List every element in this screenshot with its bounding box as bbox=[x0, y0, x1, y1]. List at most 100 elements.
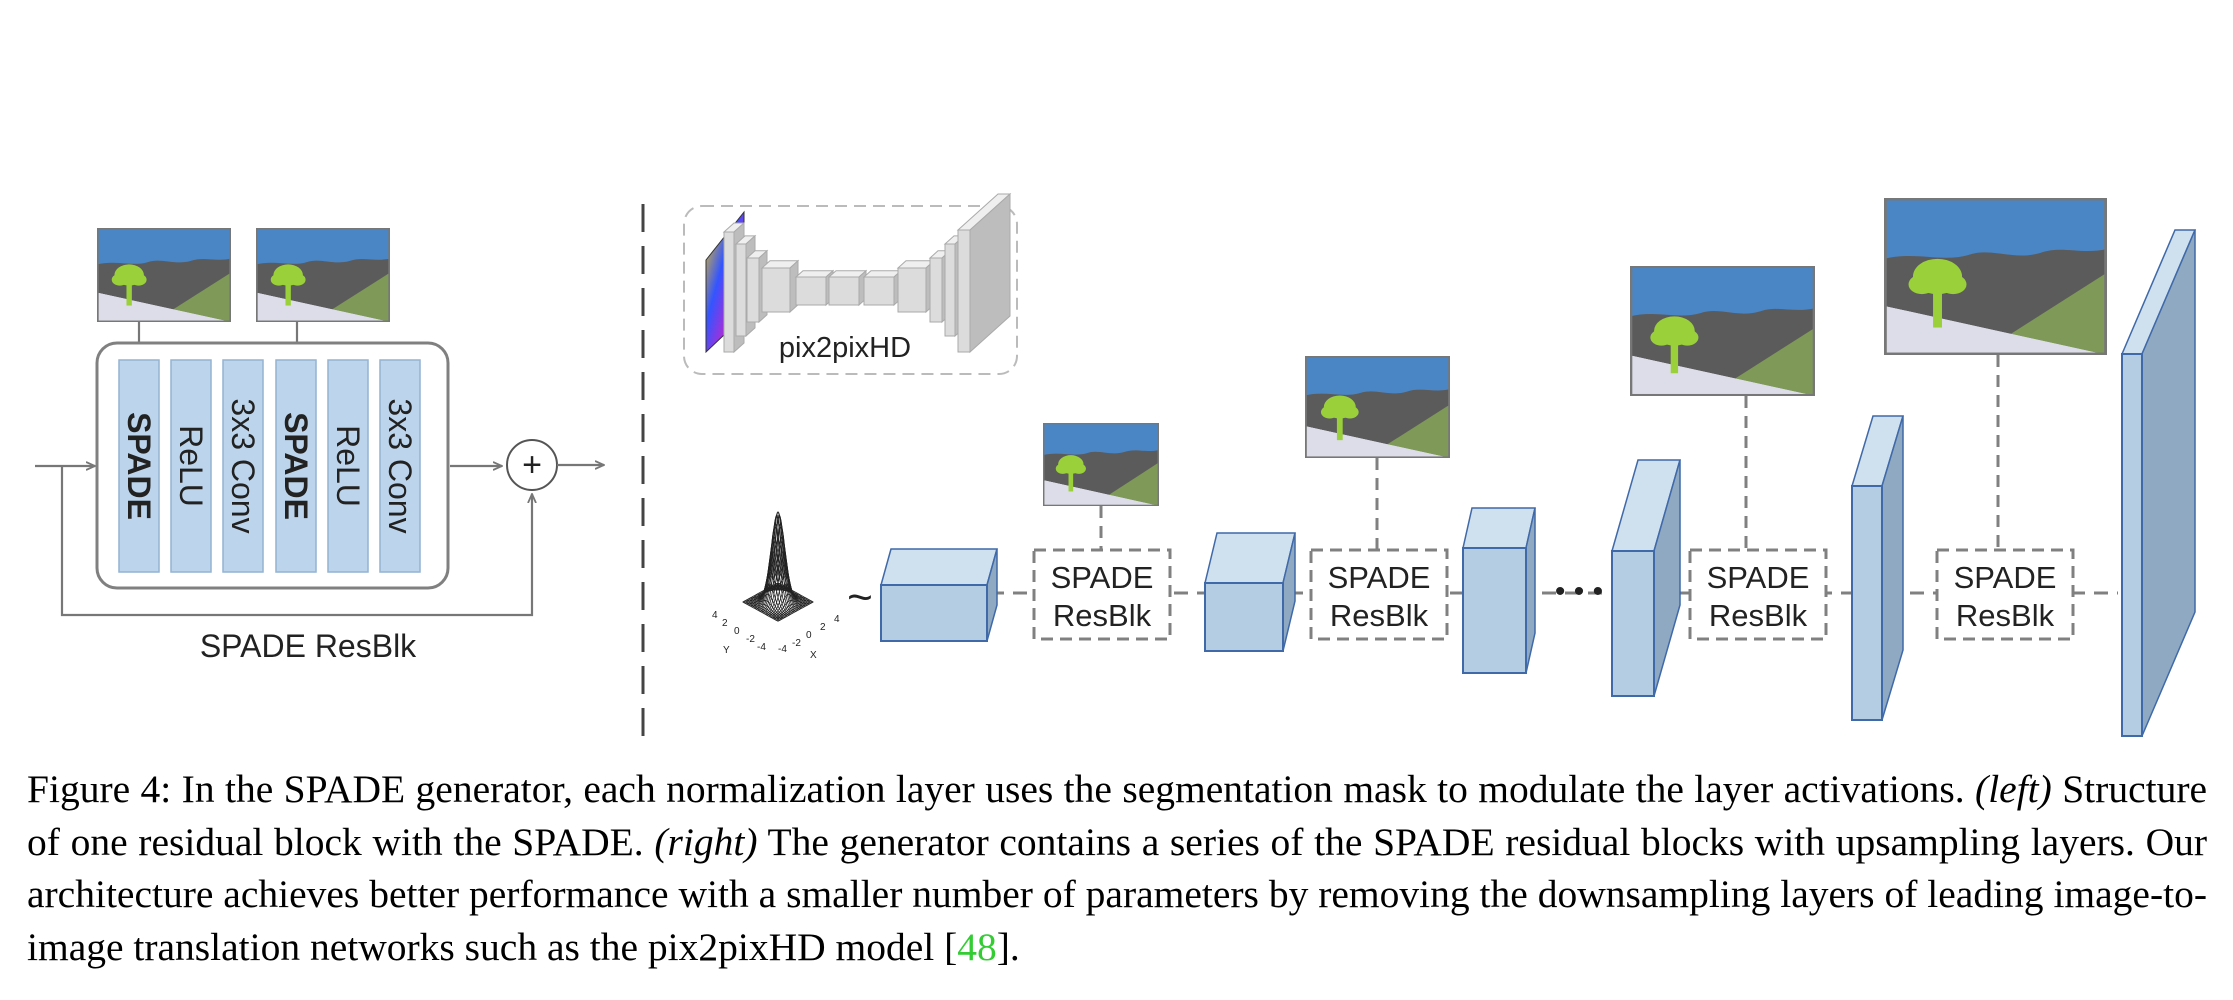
gaussian-mesh-line bbox=[772, 598, 809, 619]
resblk-layer bbox=[118, 359, 160, 573]
spade-resblk-box bbox=[1688, 548, 1828, 641]
caption-text-1: In the SPADE generator, each normalizati… bbox=[181, 767, 1965, 811]
noise-sampling-tilde: ~ bbox=[847, 573, 873, 622]
ellipsis: • • • bbox=[1555, 575, 1603, 608]
gaussian-mesh-line bbox=[745, 600, 781, 621]
feature-map-box bbox=[1851, 485, 1883, 721]
figure-caption: Figure 4: In the SPADE generator, each n… bbox=[27, 763, 2207, 973]
resblk-label: SPADE ResBlk bbox=[200, 628, 417, 664]
sum-symbol: + bbox=[522, 446, 542, 484]
noise-axis-label: 0 bbox=[806, 630, 812, 641]
gaussian-mesh-line bbox=[776, 600, 813, 621]
pix2pixhd-layer bbox=[828, 276, 860, 306]
resblk-layer bbox=[379, 359, 421, 573]
resblk-layer-label: 3x3 Conv bbox=[382, 398, 418, 533]
feature-map-box-top bbox=[880, 548, 998, 586]
gaussian-mesh-line bbox=[773, 599, 810, 620]
spade-resblk-label-line2: ResBlk bbox=[1053, 598, 1152, 633]
spade-resblk-boxes: SPADEResBlkSPADEResBlkSPADEResBlkSPADERe… bbox=[1032, 548, 2075, 641]
resblk-layer bbox=[222, 359, 264, 573]
gaussian-mesh-line bbox=[747, 598, 784, 619]
spade-resblk-label-line2: ResBlk bbox=[1709, 598, 1808, 633]
pix2pixhd-layer bbox=[746, 257, 760, 323]
feature-map-box bbox=[2121, 353, 2143, 737]
gaussian-mesh-line bbox=[746, 599, 783, 620]
pix2pixhd-layer bbox=[723, 231, 735, 353]
caption-text-2: Structure of one residual block with the… bbox=[27, 767, 2208, 864]
resblk-layer bbox=[327, 359, 369, 573]
noise-axis-label: 0 bbox=[734, 626, 740, 637]
gaussian-mesh-line bbox=[749, 597, 785, 618]
figure-label: Figure 4: bbox=[27, 767, 172, 811]
pix2pixhd-layer bbox=[929, 257, 943, 323]
noise-axis-label: X bbox=[810, 650, 817, 661]
caption-left-tag: (left) bbox=[1975, 767, 2052, 811]
spade-resblk-box bbox=[1309, 548, 1449, 641]
noise-axis-label: Y bbox=[723, 645, 730, 656]
citation-link[interactable]: 48 bbox=[957, 924, 997, 969]
segmentation-mask-image bbox=[1305, 356, 1450, 458]
pix2pixhd-layer bbox=[761, 267, 791, 313]
noise-axis-label: -2 bbox=[746, 634, 755, 645]
feature-map-box bbox=[1611, 550, 1655, 697]
spade-resblk-box bbox=[1032, 548, 1172, 641]
pix2pixhd-layer bbox=[957, 229, 971, 353]
spade-architecture-figure: SPADE ReLU 3x3 Conv SPADE ReLU 3x3 Conv + SPA… bbox=[35, 192, 2197, 740]
noise-axis-label: 2 bbox=[820, 622, 826, 633]
gaussian-mesh-line bbox=[760, 511, 796, 612]
gaussian-mesh-line bbox=[754, 557, 791, 615]
resblk-layer-label: 3x3 Conv bbox=[225, 398, 261, 533]
segmentation-mask-image bbox=[1884, 198, 2107, 355]
noise-axis-label: -4 bbox=[757, 642, 766, 653]
gaussian-mesh-line bbox=[768, 584, 804, 617]
gaussian-mesh-line bbox=[753, 572, 790, 616]
segmentation-mask-image bbox=[97, 228, 231, 322]
gaussian-mesh-line bbox=[742, 601, 779, 622]
noise-axis-label: -2 bbox=[792, 638, 801, 649]
pix2pixhd-layer bbox=[735, 243, 747, 337]
feature-map-box-top bbox=[1204, 532, 1296, 584]
noise-axis-label: -4 bbox=[778, 644, 787, 655]
caption-text-4: ]. bbox=[996, 924, 1020, 969]
pix2pixhd-layer bbox=[863, 276, 895, 306]
spade-resblk-label-line1: SPADE bbox=[1707, 560, 1810, 595]
segmentation-mask-image bbox=[1630, 266, 1815, 396]
segmentation-mask-image bbox=[256, 228, 390, 322]
spade-resblk-panel: SPADE ReLU 3x3 Conv SPADE ReLU 3x3 Conv + SPA… bbox=[35, 228, 604, 664]
feature-map-box bbox=[1462, 547, 1527, 674]
spade-resblk-box bbox=[1935, 548, 2075, 641]
segmentation-mask-image bbox=[1043, 423, 1159, 506]
resblk-layer-label: SPADE bbox=[278, 412, 314, 520]
gaussian-mesh-line bbox=[765, 557, 802, 615]
resblk-layer-label: ReLU bbox=[173, 425, 209, 507]
feature-map-box bbox=[880, 584, 988, 642]
resblk-layer-label: ReLU bbox=[330, 425, 366, 507]
spade-resblk-label-line1: SPADE bbox=[1328, 560, 1431, 595]
pix2pixhd-layers bbox=[722, 192, 1012, 354]
gaussian-mesh-line bbox=[743, 600, 780, 621]
spade-resblk-label-line2: ResBlk bbox=[1330, 598, 1429, 633]
spade-resblk-label-line1: SPADE bbox=[1051, 560, 1154, 595]
noise-axis-label: 4 bbox=[834, 614, 840, 625]
feature-map-box bbox=[1204, 582, 1284, 652]
resblk-layer-label: SPADE bbox=[121, 412, 157, 520]
feature-map-boxes bbox=[880, 229, 2197, 737]
pix2pixhd-layer bbox=[944, 243, 956, 337]
spade-resblk-label-line1: SPADE bbox=[1954, 560, 2057, 595]
pix2pixhd-inset: pix2pixHD bbox=[683, 192, 1018, 375]
pix2pixhd-layer bbox=[897, 267, 927, 313]
gaussian-mesh-line bbox=[750, 593, 787, 618]
pix2pixhd-layer bbox=[795, 276, 827, 306]
noise-axis-label: 4 bbox=[712, 610, 718, 621]
resblk-layer bbox=[275, 359, 317, 573]
caption-right-tag: (right) bbox=[654, 819, 758, 864]
resblk-layer bbox=[170, 359, 212, 573]
noise-axis-label: 2 bbox=[722, 618, 728, 629]
pix2pixhd-label: pix2pixHD bbox=[779, 332, 911, 364]
caption-text-3: The generator contains a series of the S… bbox=[27, 819, 2208, 969]
spade-resblk-label-line2: ResBlk bbox=[1956, 598, 2055, 633]
resblk-layers: SPADE ReLU 3x3 Conv SPADE ReLU 3x3 Conv bbox=[118, 359, 421, 573]
gaussian-mesh-line bbox=[775, 600, 811, 621]
